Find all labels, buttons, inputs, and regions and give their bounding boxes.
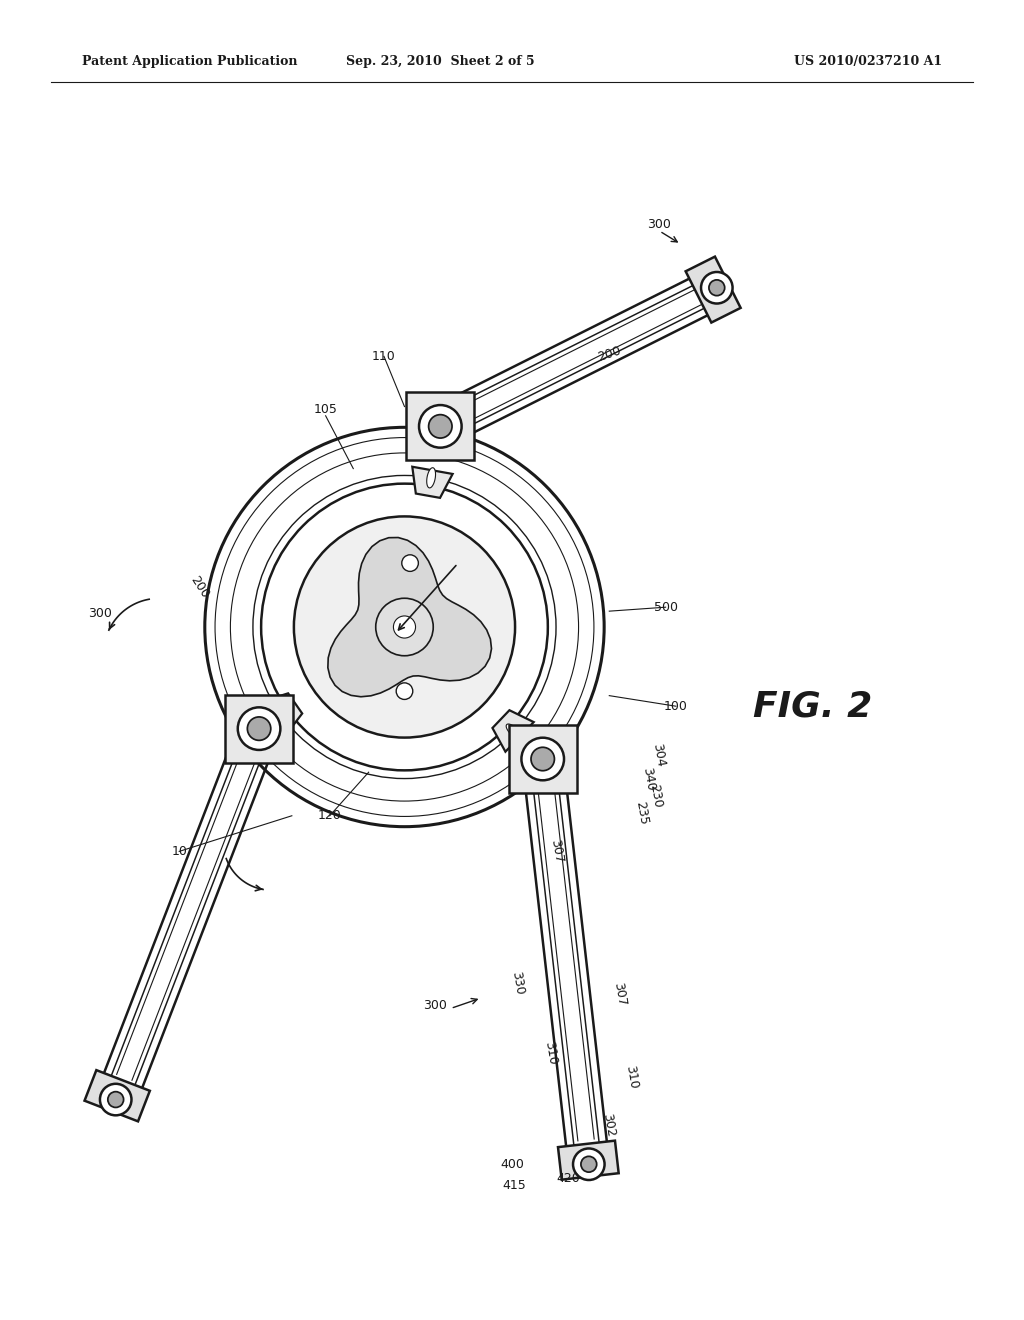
Text: 302: 302 [600, 1111, 616, 1138]
Circle shape [376, 598, 433, 656]
Polygon shape [506, 723, 522, 739]
Polygon shape [262, 693, 302, 735]
Text: 307: 307 [549, 838, 565, 865]
Text: 500: 500 [653, 601, 678, 614]
Text: 340: 340 [640, 766, 656, 792]
Text: 400: 400 [500, 1158, 524, 1171]
Text: 415: 415 [502, 1179, 526, 1192]
Circle shape [401, 554, 419, 572]
Circle shape [238, 708, 281, 750]
Circle shape [419, 405, 462, 447]
Text: Sep. 23, 2010  Sheet 2 of 5: Sep. 23, 2010 Sheet 2 of 5 [346, 55, 535, 69]
Text: 300: 300 [647, 218, 672, 231]
Circle shape [581, 1156, 597, 1172]
Circle shape [396, 682, 413, 700]
Circle shape [294, 516, 515, 738]
Text: 300: 300 [423, 999, 447, 1012]
Text: 100: 100 [664, 700, 688, 713]
Polygon shape [413, 467, 453, 498]
Circle shape [108, 1092, 124, 1107]
Polygon shape [85, 1071, 150, 1122]
Polygon shape [558, 1140, 618, 1180]
Text: 300: 300 [88, 607, 113, 620]
Polygon shape [522, 756, 609, 1167]
Text: 120: 120 [317, 809, 342, 822]
Text: 200: 200 [187, 574, 212, 601]
Circle shape [709, 280, 725, 296]
Circle shape [701, 272, 732, 304]
Polygon shape [686, 256, 740, 322]
Text: 200: 200 [596, 345, 623, 363]
Circle shape [521, 738, 564, 780]
Text: 230: 230 [647, 783, 664, 809]
Circle shape [100, 1084, 131, 1115]
Polygon shape [493, 710, 534, 751]
Circle shape [573, 1148, 604, 1180]
Polygon shape [225, 694, 293, 763]
Text: 235: 235 [634, 800, 650, 826]
Polygon shape [427, 467, 435, 488]
Polygon shape [271, 708, 289, 721]
Circle shape [429, 414, 452, 438]
Text: 307: 307 [611, 981, 628, 1007]
Circle shape [531, 747, 554, 771]
Text: 10: 10 [171, 845, 187, 858]
Polygon shape [431, 269, 726, 445]
Text: 110: 110 [372, 350, 396, 363]
Text: 105: 105 [313, 403, 338, 416]
Polygon shape [407, 392, 474, 461]
Circle shape [205, 428, 604, 826]
Text: 310: 310 [543, 1040, 559, 1067]
Text: 304: 304 [650, 742, 667, 768]
Text: US 2010/0237210 A1: US 2010/0237210 A1 [794, 55, 942, 69]
Polygon shape [96, 721, 279, 1107]
Text: 330: 330 [509, 970, 525, 997]
Text: Patent Application Publication: Patent Application Publication [82, 55, 297, 69]
Text: 420: 420 [556, 1172, 581, 1185]
Text: 310: 310 [624, 1064, 640, 1090]
Polygon shape [328, 537, 492, 697]
Text: FIG. 2: FIG. 2 [753, 689, 871, 723]
Circle shape [393, 616, 416, 638]
Circle shape [248, 717, 270, 741]
Polygon shape [509, 725, 577, 793]
